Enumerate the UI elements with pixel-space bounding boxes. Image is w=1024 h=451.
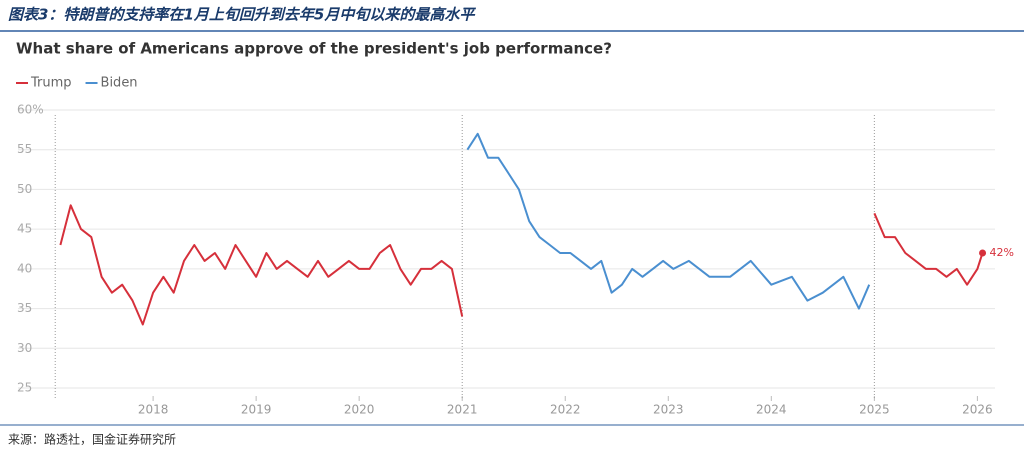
source: 来源：路透社，国金证券研究所 xyxy=(8,432,176,447)
series-line xyxy=(59,204,984,326)
y-tick-label: 35 xyxy=(17,301,32,315)
y-tick-label: 40 xyxy=(17,261,32,275)
y-tick-label: 30 xyxy=(17,341,32,355)
legend-label: Biden xyxy=(101,76,138,91)
legend: Trump Biden xyxy=(16,76,138,91)
header-title: 图表3：特朗普的支持率在1月上旬回升到去年5月中旬以来的最高水平 xyxy=(8,6,476,24)
y-tick-label: 25 xyxy=(17,381,32,395)
x-tick-label: 2021 xyxy=(447,403,478,417)
annotation-dot xyxy=(979,249,987,257)
y-tick-label: 45 xyxy=(17,222,32,236)
x-tick-label: 2020 xyxy=(344,403,375,417)
series-line xyxy=(466,132,871,310)
y-tick-label: 50 xyxy=(17,182,32,196)
x-tick-label: 2024 xyxy=(756,403,787,417)
chart-title: What share of Americans approve of the p… xyxy=(16,40,612,58)
x-tick-label: 2018 xyxy=(138,403,169,417)
x-tick-label: 2026 xyxy=(962,403,993,417)
x-tick-label: 2019 xyxy=(241,403,272,417)
legend-label: Trump xyxy=(30,76,72,91)
y-tick-label: 55 xyxy=(17,142,32,156)
annotation-label: 42% xyxy=(990,246,1014,259)
y-tick-label: 60% xyxy=(17,103,44,117)
x-tick-label: 2025 xyxy=(859,403,890,417)
x-tick-label: 2022 xyxy=(550,403,581,417)
x-tick-label: 2023 xyxy=(653,403,684,417)
